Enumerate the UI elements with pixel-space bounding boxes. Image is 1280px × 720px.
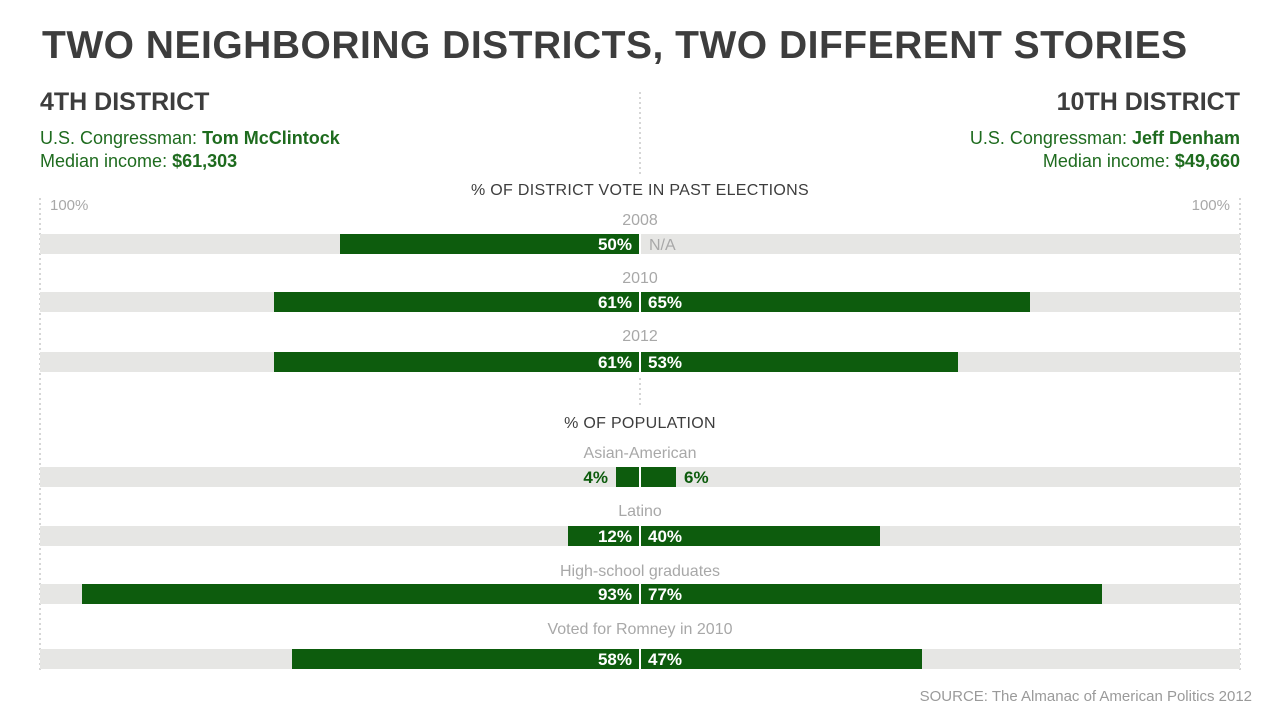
bar-left-4th-district — [340, 234, 640, 254]
bar-right-10th-district — [640, 352, 958, 372]
value-label-right-na: N/A — [649, 237, 676, 254]
value-label-right: 65% — [648, 293, 682, 312]
axis-max-label-left: 100% — [50, 197, 88, 214]
chart-title: TWO NEIGHBORING DISTRICTS, TWO DIFFERENT… — [42, 24, 1188, 67]
bar-right-10th-district — [640, 649, 922, 669]
bar-right-10th-district — [640, 526, 880, 546]
value-label-right: 53% — [648, 353, 682, 372]
value-label-right: 47% — [648, 650, 682, 669]
left-congressman-line: U.S. Congressman: Tom McClintock — [40, 127, 340, 150]
value-label-left: 4% — [583, 468, 608, 487]
value-label-left: 12% — [598, 527, 632, 546]
category-label: 2010 — [622, 270, 658, 287]
value-label-left: 58% — [598, 650, 632, 669]
category-label: 2008 — [622, 212, 658, 229]
right-income-value: $49,660 — [1174, 151, 1240, 171]
category-label: High-school graduates — [560, 563, 720, 580]
category-label: Asian-American — [584, 445, 697, 462]
value-label-left: 50% — [598, 235, 632, 254]
value-label-right: 77% — [648, 585, 682, 604]
right-congressman-line: U.S. Congressman: Jeff Denham — [970, 127, 1240, 150]
right-congressman-name: Jeff Denham — [1131, 128, 1240, 148]
value-label-left: 93% — [598, 585, 632, 604]
category-label: Latino — [618, 503, 662, 520]
category-label: 2012 — [622, 328, 658, 345]
bar-left-4th-district — [82, 584, 640, 604]
left-congressman-name: Tom McClintock — [202, 128, 340, 148]
right-income-label: Median income: — [1042, 151, 1175, 171]
bar-left-4th-district — [616, 467, 640, 487]
left-income-value: $61,303 — [172, 151, 238, 171]
value-label-right: 40% — [648, 527, 682, 546]
section-title: % OF DISTRICT VOTE IN PAST ELECTIONS — [471, 182, 809, 199]
right-congressman-label: U.S. Congressman: — [969, 128, 1132, 148]
bar-right-10th-district — [640, 467, 676, 487]
left-income-line: Median income: $61,303 — [40, 150, 340, 173]
left-income-label: Median income: — [40, 151, 173, 171]
bar-left-4th-district — [292, 649, 640, 669]
right-district-name: 10TH DISTRICT — [1056, 88, 1240, 116]
bar-left-4th-district — [274, 352, 640, 372]
section-title: % OF POPULATION — [564, 415, 716, 432]
bar-left-4th-district — [274, 292, 640, 312]
left-district-name: 4TH DISTRICT — [40, 88, 210, 116]
source-note: SOURCE: The Almanac of American Politics… — [919, 688, 1252, 705]
value-label-left: 61% — [598, 353, 632, 372]
right-income-line: Median income: $49,660 — [970, 150, 1240, 173]
left-district-info: U.S. Congressman: Tom McClintock Median … — [40, 127, 340, 173]
bar-right-10th-district — [640, 292, 1030, 312]
bar-left-4th-district — [568, 526, 640, 546]
value-label-left: 61% — [598, 293, 632, 312]
right-district-info: U.S. Congressman: Jeff Denham Median inc… — [970, 127, 1240, 173]
category-label: Voted for Romney in 2010 — [547, 621, 732, 638]
axis-max-label-right: 100% — [1192, 197, 1230, 214]
value-label-right: 6% — [684, 468, 709, 487]
bar-right-10th-district — [640, 584, 1102, 604]
left-congressman-label: U.S. Congressman: — [40, 128, 203, 148]
